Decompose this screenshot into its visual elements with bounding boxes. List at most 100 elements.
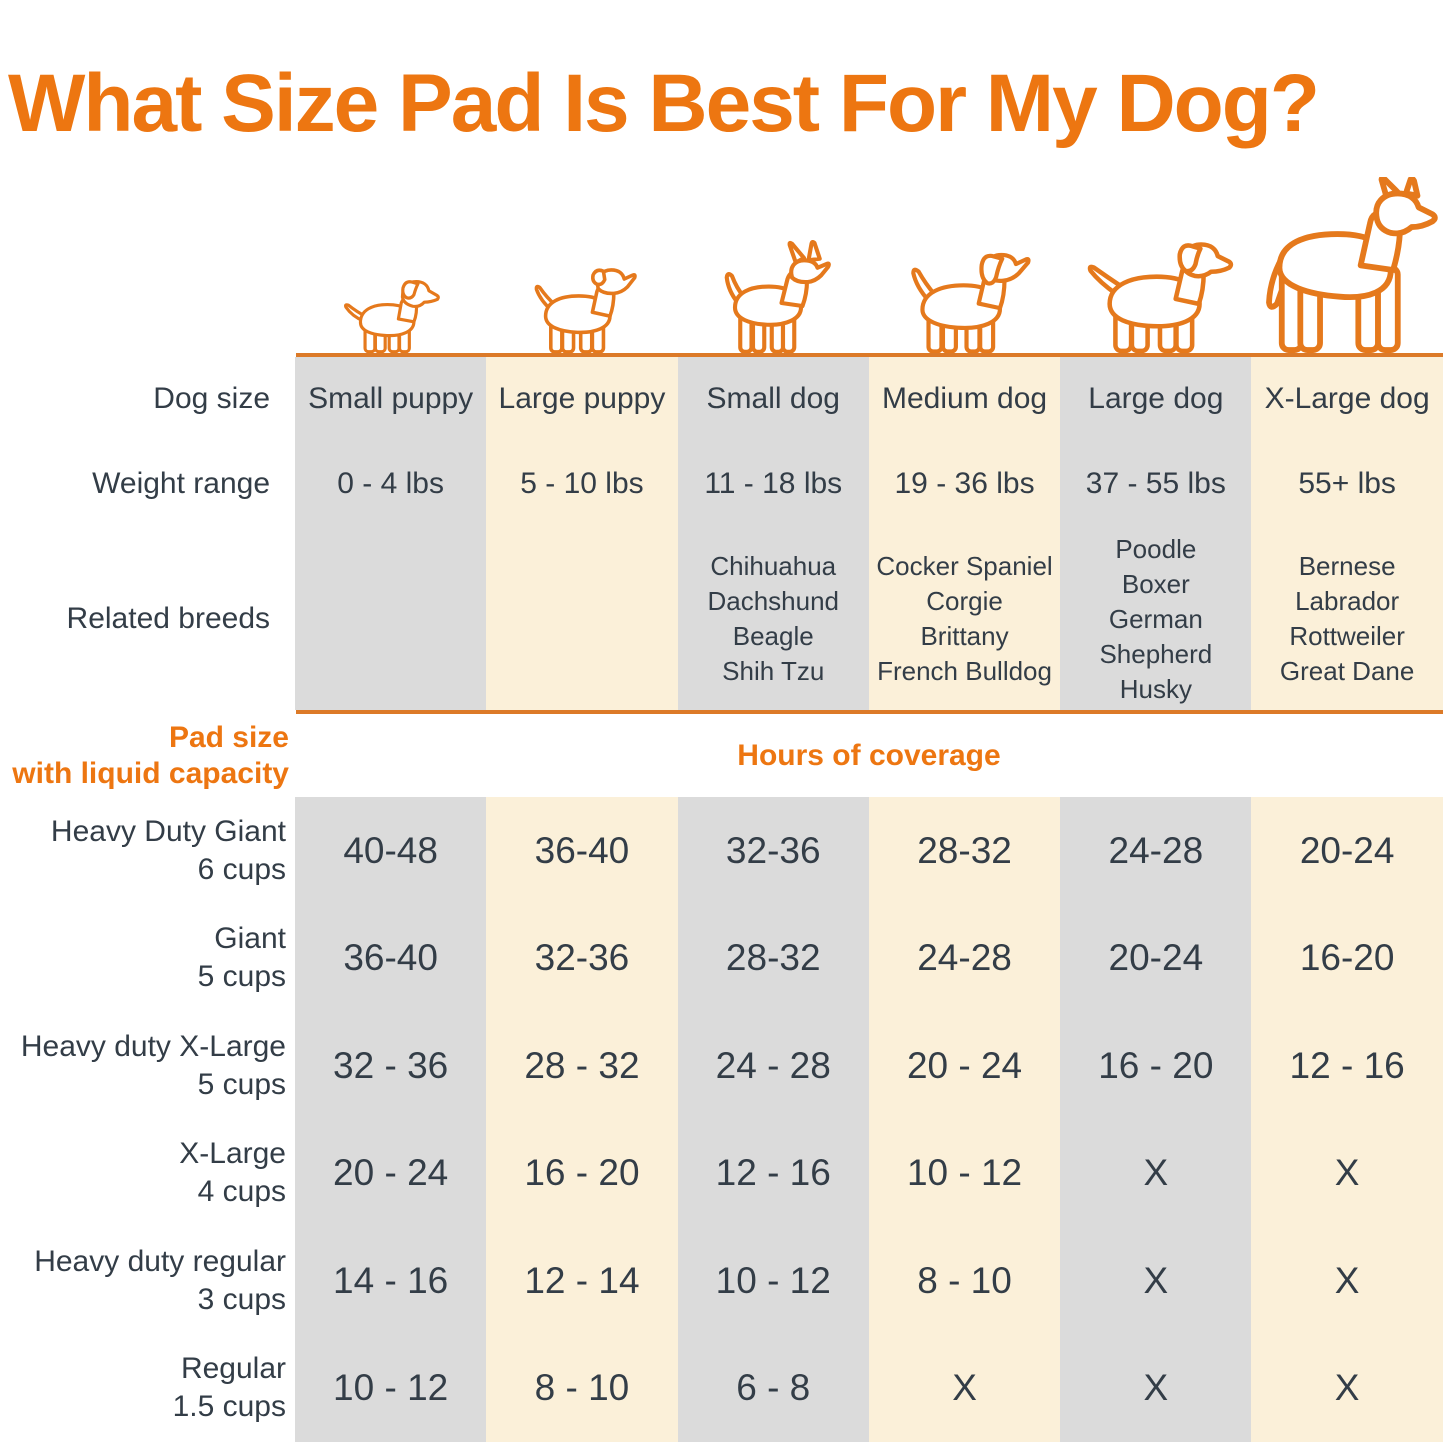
coverage-cell: X: [868, 1334, 1061, 1442]
coverage-cell: 16 - 20: [486, 1119, 678, 1227]
pad-capacity: 3 cups: [197, 1282, 286, 1316]
coverage-cell: 24-28: [1060, 797, 1252, 905]
coverage-cell: 12 - 16: [1251, 1012, 1443, 1120]
coverage-cell: X: [1251, 1334, 1443, 1442]
pad-row-label: Heavy Duty Giant 6 cups: [0, 797, 295, 905]
breed-line: Shih Tzu: [722, 656, 825, 686]
breed-line: French Bulldog: [877, 656, 1052, 686]
coverage-cell: 12 - 16: [677, 1119, 869, 1227]
pad-name: Regular: [180, 1352, 286, 1386]
breeds-cell: [295, 528, 487, 710]
pad-capacity: 5 cups: [197, 960, 286, 994]
x-large-dog-icon: [1266, 177, 1438, 353]
ground-line: [296, 353, 1443, 357]
weight-cell: 11 - 18 lbs: [677, 440, 869, 528]
dog-size-cell: Small dog: [677, 357, 869, 440]
pad-capacity: 1.5 cups: [172, 1390, 286, 1424]
dog-size-cell: Medium dog: [868, 357, 1061, 440]
weight-cell: 0 - 4 lbs: [295, 440, 487, 528]
coverage-cell: 32 - 36: [295, 1012, 487, 1120]
pad-row-label: X-Large 4 cups: [0, 1120, 295, 1228]
coverage-cell: 6 - 8: [677, 1334, 869, 1442]
pad-name: Giant: [214, 922, 286, 956]
coverage-cell: X: [1251, 1119, 1443, 1227]
small-dog-icon: [724, 240, 831, 354]
weight-cell: 37 - 55 lbs: [1060, 440, 1252, 528]
breed-line: Bernese: [1298, 551, 1396, 581]
pad-row-label: Heavy duty X-Large 5 cups: [0, 1012, 295, 1120]
coverage-cell: 14 - 16: [295, 1227, 487, 1335]
pad-capacity: 4 cups: [197, 1175, 286, 1209]
breed-line: Boxer: [1121, 568, 1190, 599]
pad-name: Heavy Duty Giant: [50, 814, 286, 848]
section-divider-line: [296, 710, 1443, 714]
coverage-cell: 10 - 12: [677, 1227, 869, 1335]
breeds-cell: Chihuahua Dachshund Beagle Shih Tzu: [677, 528, 869, 710]
breed-line: Corgie: [926, 586, 1003, 616]
pad-size-label: Pad size with liquid capacity: [0, 714, 295, 797]
small-puppy-icon: [343, 279, 440, 354]
coverage-cell: 16 - 20: [1060, 1012, 1252, 1120]
breed-line: Beagle: [732, 621, 814, 651]
pad-capacity: 6 cups: [197, 852, 286, 886]
pad-capacity: 5 cups: [197, 1067, 286, 1101]
large-puppy-icon: [534, 268, 637, 354]
dog-size-cell: Small puppy: [295, 357, 487, 440]
coverage-cell: 20-24: [1060, 904, 1252, 1012]
pad-row-label: Giant 5 cups: [0, 905, 295, 1013]
breed-line: German: [1108, 603, 1203, 634]
medium-dog-icon: [911, 252, 1031, 354]
coverage-table: Heavy Duty Giant 6 cups 40-48 36-40 32-3…: [0, 797, 1443, 1442]
coverage-cell: 28-32: [677, 904, 869, 1012]
coverage-cell: 36-40: [486, 797, 678, 905]
coverage-cell: 12 - 14: [486, 1227, 678, 1335]
coverage-cell: X: [1060, 1227, 1252, 1335]
breed-line: Shepherd: [1099, 638, 1213, 669]
breeds-cell: Bernese Labrador Rottweiler Great Dane: [1251, 528, 1443, 710]
dog-size-cell: Large puppy: [486, 357, 678, 440]
row-label-dog-size: Dog size: [153, 381, 270, 415]
breeds-cell: Poodle Boxer German Shepherd Husky: [1060, 528, 1252, 710]
pad-size-label-line2: with liquid capacity: [12, 756, 289, 790]
breed-line: Great Dane: [1279, 656, 1415, 686]
breeds-cell: Cocker Spaniel Corgie Brittany French Bu…: [868, 528, 1061, 710]
coverage-cell: X: [1060, 1119, 1252, 1227]
breed-line: Poodle: [1115, 533, 1197, 564]
page-title: What Size Pad Is Best For My Dog?: [8, 57, 1320, 149]
breed-line: Labrador: [1295, 586, 1400, 616]
coverage-cell: 10 - 12: [868, 1119, 1061, 1227]
section-header-band: Pad size with liquid capacity Hours of c…: [0, 714, 1443, 797]
pad-name: Heavy duty regular: [34, 1244, 286, 1278]
coverage-cell: 24 - 28: [677, 1012, 869, 1120]
breeds-cell: [486, 528, 678, 710]
weight-cell: 5 - 10 lbs: [486, 440, 678, 528]
coverage-cell: 40-48: [295, 797, 487, 905]
row-label-weight-range: Weight range: [92, 467, 270, 500]
pad-name: Heavy duty X-Large: [20, 1029, 286, 1063]
large-dog-icon: [1087, 242, 1234, 354]
coverage-cell: X: [1060, 1334, 1252, 1442]
coverage-cell: 8 - 10: [868, 1227, 1061, 1335]
pad-size-label-line1: Pad size: [168, 720, 289, 754]
coverage-cell: 20 - 24: [868, 1012, 1061, 1120]
dog-size-cell: X-Large dog: [1251, 357, 1443, 440]
hours-of-coverage-title: Hours of coverage: [737, 738, 1001, 772]
coverage-cell: 24-28: [868, 904, 1061, 1012]
breed-line: Cocker Spaniel: [876, 551, 1053, 581]
coverage-cell: X: [1251, 1227, 1443, 1335]
dog-size-cell: Large dog: [1060, 357, 1252, 440]
coverage-cell: 28 - 32: [486, 1012, 678, 1120]
coverage-cell: 36-40: [295, 904, 487, 1012]
dog-info-table: Dog size Small puppy Large puppy Small d…: [0, 357, 1443, 710]
pad-row-label: Regular 1.5 cups: [0, 1335, 295, 1443]
coverage-cell: 32-36: [486, 904, 678, 1012]
row-label-related-breeds: Related breeds: [66, 602, 270, 635]
coverage-cell: 32-36: [677, 797, 869, 905]
pad-name: X-Large: [179, 1137, 286, 1171]
breed-line: Rottweiler: [1289, 621, 1405, 651]
weight-cell: 55+ lbs: [1251, 440, 1443, 528]
weight-cell: 19 - 36 lbs: [868, 440, 1061, 528]
coverage-cell: 10 - 12: [295, 1334, 487, 1442]
pad-row-label: Heavy duty regular 3 cups: [0, 1227, 295, 1335]
